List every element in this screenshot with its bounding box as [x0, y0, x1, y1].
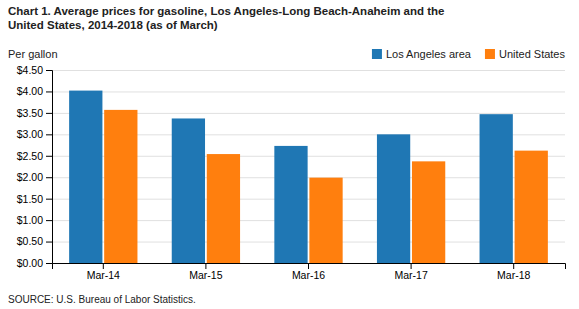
bar [412, 161, 445, 263]
bar [480, 114, 513, 263]
legend-label: United States [499, 48, 566, 60]
grid-tick [52, 91, 565, 92]
bar-series [104, 110, 548, 263]
y-tick-label: $0.00 [17, 257, 43, 269]
y-tick: $3.00 [17, 128, 52, 140]
y-tick-label: $2.50 [17, 150, 43, 162]
x-tick-label: Mar-18 [497, 269, 530, 281]
grid-line [52, 70, 565, 71]
x-tick-label: Mar-15 [189, 269, 222, 281]
y-axis: $0.00 $0.50 $1.00 $1.50 $2.00 $2.50 $3.00 $3.50… [17, 64, 53, 269]
y-tick-mark [46, 177, 52, 178]
bar [377, 134, 410, 263]
y-tick-mark [46, 220, 52, 221]
x-tick-mark [205, 263, 206, 269]
y-tick: $4.00 [17, 85, 52, 97]
x-tick-label: Mar-14 [87, 269, 120, 281]
y-tick: $0.50 [17, 235, 52, 247]
x-tick: Mar-18 [497, 263, 530, 281]
y-tick-label: $3.00 [17, 128, 43, 140]
y-tick: $2.00 [17, 171, 52, 183]
y-tick-mark [46, 113, 52, 114]
bars [69, 91, 548, 263]
source: SOURCE: U.S. Bureau of Labor Statistics. [8, 294, 196, 305]
grid-line [52, 91, 565, 92]
x-tick: Mar-17 [394, 263, 427, 281]
x-tick-label: Mar-17 [394, 269, 427, 281]
y-tick-label: $0.50 [17, 235, 43, 247]
legend-swatch [485, 49, 495, 59]
x-tick: Mar-15 [189, 263, 222, 281]
bar [515, 151, 548, 263]
legend-item: United States [485, 48, 566, 60]
y-tick-mark [46, 156, 52, 157]
legend-label: Los Angeles area [386, 48, 472, 60]
y-axis-label: Per gallon [8, 48, 58, 60]
plot: $0.00 $0.50 $1.00 $1.50 $2.00 $2.50 $3.00 $3.50… [17, 64, 566, 282]
bar [69, 91, 102, 263]
title: Chart 1. Average prices for gasoline, Lo… [8, 5, 444, 31]
legend: Los Angeles area United States [372, 48, 566, 60]
bar [274, 146, 307, 263]
x-axis-line [53, 264, 566, 270]
y-tick-mark [46, 263, 52, 264]
grid-tick [52, 70, 565, 71]
legend-item: Los Angeles area [372, 48, 472, 60]
y-tick: $2.50 [17, 150, 52, 162]
bar-series [69, 91, 513, 263]
x-tick: Mar-16 [292, 263, 325, 281]
y-tick-label: $1.00 [17, 214, 43, 226]
x-axis: Mar-14 Mar-15 Mar-16 Mar-17 Mar-18 [53, 263, 566, 281]
y-tick-label: $4.00 [17, 85, 43, 97]
y-tick: $3.50 [17, 107, 52, 119]
y-tick-mark [46, 242, 52, 243]
y-tick-mark [46, 91, 52, 92]
y-tick-mark [46, 134, 52, 135]
y-tick-mark [46, 70, 52, 71]
bar [309, 178, 342, 263]
bar [104, 110, 137, 263]
x-tick-mark [308, 263, 309, 269]
x-tick-mark [513, 263, 514, 269]
bar [207, 154, 240, 263]
bar [172, 118, 205, 263]
y-tick-label: $4.50 [17, 64, 43, 76]
x-tick-mark [411, 263, 412, 269]
y-tick-label: $1.50 [17, 193, 43, 205]
y-tick-label: $2.00 [17, 171, 43, 183]
y-tick: $4.50 [17, 64, 52, 76]
y-tick-label: $3.50 [17, 107, 43, 119]
title-line: United States, 2014-2018 (as of March) [8, 19, 218, 31]
legend-swatch [372, 49, 382, 59]
x-tick: Mar-14 [87, 263, 120, 281]
title-line: Chart 1. Average prices for gasoline, Lo… [8, 5, 444, 17]
grid [52, 71, 565, 264]
y-tick: $0.00 [17, 257, 52, 269]
x-tick-label: Mar-16 [292, 269, 325, 281]
y-axis-line [46, 71, 53, 264]
y-tick: $1.50 [17, 193, 52, 205]
y-tick-mark [46, 199, 52, 200]
x-tick-mark [103, 263, 104, 269]
chart: Chart 1. Average prices for gasoline, Lo… [0, 0, 579, 309]
y-tick: $1.00 [17, 214, 52, 226]
